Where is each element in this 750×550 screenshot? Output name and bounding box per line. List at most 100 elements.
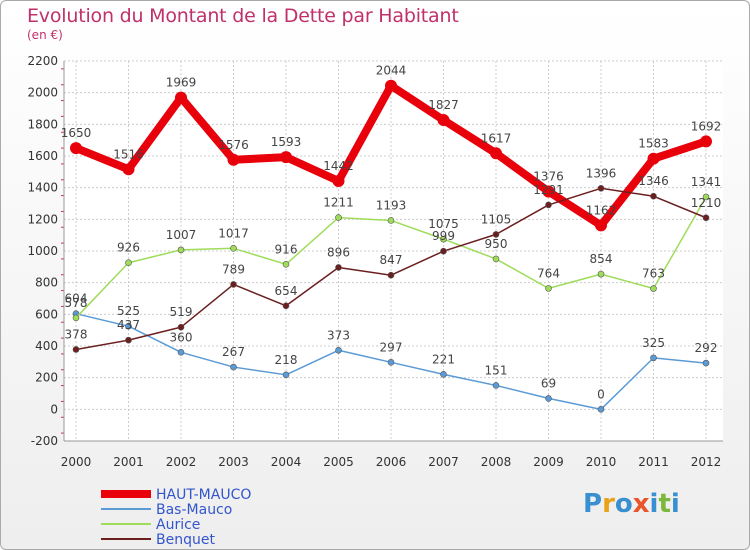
data-point bbox=[702, 193, 710, 201]
y-tick-label: 1200 bbox=[27, 212, 58, 226]
data-point bbox=[177, 323, 185, 331]
y-tick-label: 600 bbox=[35, 307, 58, 321]
data-label: 151 bbox=[485, 363, 508, 377]
data-label: 1396 bbox=[586, 166, 617, 180]
data-point bbox=[125, 322, 132, 330]
data-label: 378 bbox=[65, 327, 88, 341]
data-point bbox=[387, 217, 395, 224]
data-label: 1162 bbox=[586, 203, 617, 217]
data-point bbox=[545, 395, 552, 402]
data-label: 1211 bbox=[323, 196, 354, 210]
data-point bbox=[332, 175, 345, 188]
data-label: 999 bbox=[432, 229, 455, 243]
x-tick-label: 2010 bbox=[586, 455, 617, 469]
data-label: 1075 bbox=[428, 217, 459, 231]
data-point bbox=[230, 281, 237, 288]
data-point bbox=[597, 185, 605, 192]
data-point bbox=[125, 259, 132, 267]
logo-letter: i bbox=[649, 489, 659, 519]
legend-label: Benquet bbox=[156, 532, 215, 548]
data-label: 1210 bbox=[691, 196, 722, 210]
chart-title: Evolution du Montant de la Dette par Hab… bbox=[27, 5, 459, 27]
data-label: 1376 bbox=[533, 169, 564, 183]
x-tick-label: 2009 bbox=[533, 455, 564, 469]
data-point bbox=[702, 359, 710, 367]
data-point bbox=[227, 153, 240, 166]
data-label: 950 bbox=[485, 237, 508, 251]
y-tick-label: 2000 bbox=[27, 86, 58, 100]
data-label: 292 bbox=[695, 341, 718, 355]
data-point bbox=[282, 302, 290, 310]
data-label: 1007 bbox=[166, 228, 197, 242]
logo-letter: o bbox=[614, 489, 633, 519]
x-tick-label: 2004 bbox=[271, 455, 302, 469]
x-tick-label: 2003 bbox=[218, 455, 249, 469]
data-point bbox=[335, 346, 342, 354]
data-point bbox=[335, 264, 342, 271]
data-point bbox=[702, 214, 710, 222]
data-point bbox=[437, 114, 450, 127]
legend-label: Aurice bbox=[156, 517, 200, 533]
data-label: 654 bbox=[275, 284, 298, 298]
data-label: 847 bbox=[380, 253, 403, 267]
data-label: 926 bbox=[117, 241, 140, 255]
data-point bbox=[595, 219, 607, 232]
data-label: 1193 bbox=[376, 198, 407, 212]
data-label: 1105 bbox=[481, 212, 512, 226]
data-point bbox=[335, 214, 342, 221]
data-point bbox=[597, 406, 605, 413]
y-tick-label: 1800 bbox=[27, 117, 58, 131]
data-label: 525 bbox=[117, 304, 140, 318]
data-point bbox=[490, 147, 502, 160]
data-point bbox=[545, 201, 552, 209]
data-label: 764 bbox=[537, 266, 560, 280]
logo-letter: i bbox=[670, 489, 680, 519]
data-point bbox=[177, 349, 185, 356]
data-label: 1017 bbox=[218, 226, 249, 240]
data-point bbox=[492, 231, 500, 238]
data-point bbox=[125, 336, 132, 344]
data-label: 896 bbox=[327, 245, 350, 259]
data-label: 0 bbox=[597, 387, 605, 401]
data-point bbox=[650, 354, 657, 362]
data-label: 916 bbox=[275, 242, 298, 256]
x-tick-label: 2007 bbox=[428, 455, 459, 469]
data-label: 519 bbox=[170, 305, 193, 319]
data-point bbox=[175, 91, 187, 104]
y-tick-label: 800 bbox=[35, 276, 58, 290]
logo-letter: P bbox=[583, 489, 603, 519]
data-point bbox=[492, 255, 500, 263]
y-tick-label: 2200 bbox=[27, 54, 58, 68]
data-label: 789 bbox=[222, 262, 245, 276]
legend-label: Bas-Mauco bbox=[156, 502, 232, 518]
data-label: 373 bbox=[327, 328, 350, 342]
data-label: 763 bbox=[642, 267, 665, 281]
x-tick-label: 2011 bbox=[638, 455, 669, 469]
data-label: 1650 bbox=[61, 126, 92, 140]
data-point bbox=[282, 260, 290, 268]
data-point bbox=[440, 247, 447, 255]
y-tick-label: 1400 bbox=[27, 181, 58, 195]
data-label: 69 bbox=[541, 376, 556, 390]
data-label: 1442 bbox=[323, 159, 354, 173]
data-label: 218 bbox=[275, 353, 298, 367]
data-label: 854 bbox=[590, 252, 613, 266]
data-point bbox=[385, 79, 397, 92]
logo-letter: x bbox=[632, 489, 650, 519]
data-point bbox=[542, 185, 555, 198]
data-label: 1583 bbox=[638, 137, 669, 151]
data-label: 325 bbox=[642, 336, 665, 350]
legend-label: HAUT-MAUCO bbox=[156, 487, 251, 503]
x-tick-label: 2001 bbox=[113, 455, 144, 469]
x-tick-label: 2000 bbox=[61, 455, 92, 469]
y-tick-label: 1000 bbox=[27, 244, 58, 258]
data-point bbox=[440, 235, 447, 243]
data-label: 1617 bbox=[481, 131, 512, 145]
y-tick-label: 200 bbox=[35, 371, 58, 385]
data-point bbox=[650, 192, 657, 200]
proxiti-logo: Proxiti bbox=[583, 489, 680, 519]
data-label: 1341 bbox=[691, 175, 722, 189]
chart-unit: (en €) bbox=[27, 28, 63, 42]
data-label: 221 bbox=[432, 352, 455, 366]
